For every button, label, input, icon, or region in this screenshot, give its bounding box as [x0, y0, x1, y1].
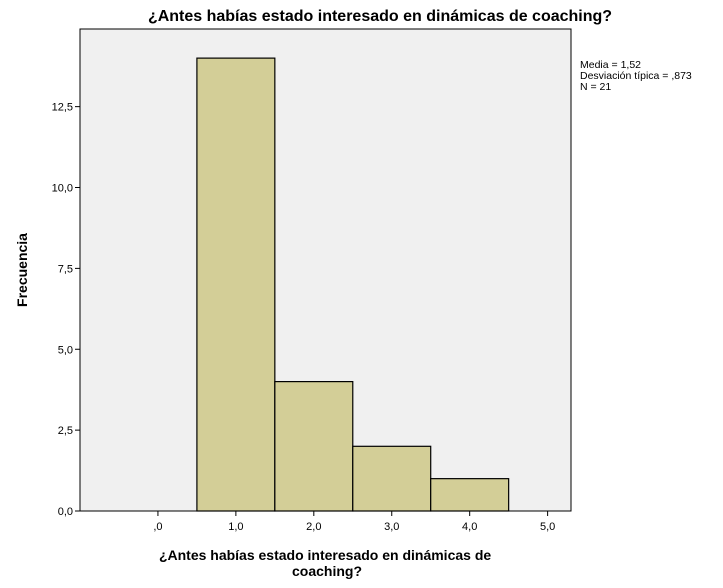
- histogram-bar-1: [196, 57, 276, 512]
- x-tick-label-4: 4,0: [462, 521, 477, 533]
- x-axis: ,0 1,0 2,0 3,0 4,0 5,0: [153, 511, 555, 533]
- y-axis: 0,0 2,5 5,0 7,5 10,0 12,5: [52, 102, 80, 518]
- x-tick-label-1: 1,0: [228, 521, 243, 533]
- x-tick-label-3: 3,0: [384, 521, 399, 533]
- histogram-bar-2: [274, 381, 354, 512]
- y-tick-label-2: 5,0: [58, 344, 73, 356]
- x-tick-label-5: 5,0: [540, 521, 555, 533]
- x-axis-title: ¿Antes habías estado interesado en dinám…: [159, 547, 495, 579]
- y-tick-label-3: 7,5: [58, 263, 73, 275]
- x-axis-title-line-2: coaching?: [292, 563, 362, 579]
- y-axis-title: Frecuencia: [14, 233, 30, 307]
- stats-mean: Media = 1,52: [580, 59, 641, 71]
- bars-layer: [196, 57, 510, 512]
- chart-title: ¿Antes habías estado interesado en dinám…: [148, 8, 612, 25]
- y-tick-label-1: 2,5: [58, 425, 73, 437]
- x-tick-label-0: ,0: [153, 521, 162, 533]
- histogram-bar-4: [430, 478, 510, 512]
- stats-std-dev: Desviación típica = ,873: [580, 70, 692, 82]
- histogram-bar-3: [352, 445, 432, 512]
- stats-legend: Media = 1,52 Desviación típica = ,873 N …: [580, 59, 692, 93]
- stats-n: N = 21: [580, 81, 611, 93]
- x-axis-title-line-1: ¿Antes habías estado interesado en dinám…: [159, 547, 491, 563]
- y-tick-label-4: 10,0: [52, 183, 73, 195]
- y-tick-label-5: 12,5: [52, 102, 73, 114]
- y-tick-label-0: 0,0: [58, 506, 73, 518]
- x-tick-label-2: 2,0: [306, 521, 321, 533]
